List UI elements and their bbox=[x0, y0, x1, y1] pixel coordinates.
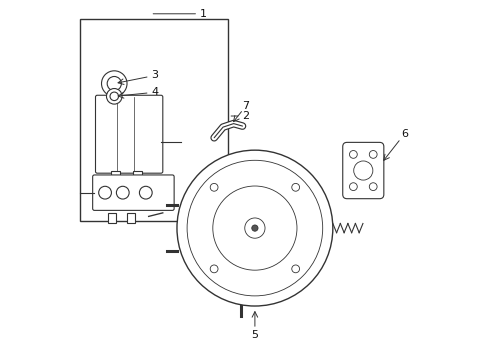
Circle shape bbox=[349, 151, 357, 158]
Circle shape bbox=[177, 150, 332, 306]
Bar bbox=[107, 213, 116, 223]
Circle shape bbox=[368, 151, 377, 158]
Text: 6: 6 bbox=[401, 129, 408, 139]
Circle shape bbox=[116, 186, 129, 199]
Text: 1: 1 bbox=[199, 9, 207, 19]
Circle shape bbox=[212, 186, 296, 270]
Text: 5: 5 bbox=[251, 330, 258, 340]
Circle shape bbox=[98, 186, 111, 199]
FancyBboxPatch shape bbox=[342, 142, 383, 199]
Circle shape bbox=[101, 71, 127, 96]
Text: 3: 3 bbox=[151, 70, 158, 80]
Circle shape bbox=[244, 218, 264, 238]
Bar bbox=[127, 213, 135, 223]
Circle shape bbox=[110, 92, 118, 101]
Bar bbox=[133, 171, 141, 182]
Circle shape bbox=[349, 183, 357, 191]
Text: 2: 2 bbox=[241, 111, 248, 121]
Circle shape bbox=[106, 89, 122, 104]
Circle shape bbox=[291, 265, 299, 273]
Circle shape bbox=[353, 161, 372, 180]
Text: 7: 7 bbox=[242, 101, 249, 111]
Circle shape bbox=[210, 183, 218, 191]
Circle shape bbox=[107, 76, 121, 91]
Circle shape bbox=[368, 183, 377, 191]
FancyBboxPatch shape bbox=[95, 95, 163, 173]
Circle shape bbox=[139, 186, 152, 199]
Bar bbox=[111, 171, 120, 182]
Circle shape bbox=[210, 265, 218, 273]
Circle shape bbox=[187, 160, 322, 296]
Text: 4: 4 bbox=[151, 87, 158, 97]
FancyBboxPatch shape bbox=[92, 175, 174, 210]
Circle shape bbox=[291, 183, 299, 191]
Bar bbox=[79, 19, 228, 221]
Circle shape bbox=[251, 225, 257, 231]
